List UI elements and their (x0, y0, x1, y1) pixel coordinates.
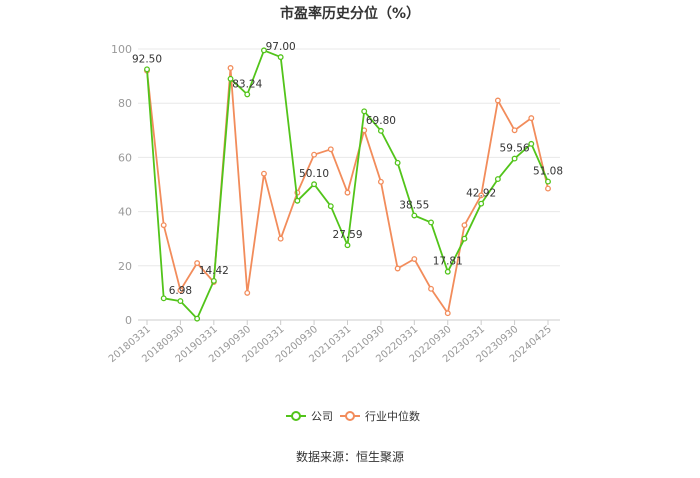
data-label: 51.08 (533, 166, 563, 178)
legend-marker (291, 411, 301, 421)
data-point (261, 170, 267, 177)
data-point (377, 178, 384, 185)
data-point (177, 298, 184, 305)
data-point (244, 289, 251, 296)
data-point (411, 256, 418, 262)
data-point (277, 54, 284, 61)
y-tick-label: 60 (118, 151, 132, 164)
legend-label[interactable]: 行业中位数 (365, 409, 420, 423)
data-label: 27.59 (332, 229, 362, 241)
data-point (478, 200, 485, 207)
data-label: 6.98 (169, 285, 192, 297)
data-point (194, 315, 201, 322)
data-point (144, 66, 150, 73)
data-point (344, 189, 351, 196)
data-label: 38.55 (399, 200, 429, 212)
chart-title: 市盈率历史分位（%） (280, 5, 420, 22)
data-point (210, 277, 217, 284)
series-line-0 (146, 49, 549, 320)
series (144, 47, 551, 322)
data-point (545, 178, 551, 185)
data-point (428, 219, 434, 226)
data-point (394, 159, 401, 166)
data-point (311, 181, 318, 188)
data-point (361, 108, 368, 115)
data-point (277, 235, 284, 242)
data-point (444, 268, 451, 275)
data-label: 42.92 (466, 188, 496, 200)
data-point (344, 242, 351, 249)
data-point (428, 285, 434, 292)
source-note: 数据来源：恒生聚源 (296, 449, 404, 464)
y-tick-label: 80 (118, 97, 132, 110)
data-point (227, 75, 234, 82)
data-point (411, 212, 418, 219)
data-point (160, 295, 167, 302)
y-tick-label: 40 (118, 206, 132, 219)
data-label: 50.10 (299, 168, 329, 180)
legend-marker (345, 411, 355, 421)
data-point (194, 260, 201, 267)
data-point (294, 197, 301, 204)
data-label: 69.80 (366, 115, 396, 127)
data-point (545, 185, 551, 192)
data-label: 92.50 (132, 53, 162, 65)
data-point (377, 127, 384, 134)
data-point (394, 265, 401, 272)
data-point (494, 97, 501, 104)
y-tick-label: 20 (118, 260, 132, 273)
data-point (511, 155, 518, 162)
data-point (528, 140, 535, 147)
data-labels: 92.50 6.98 14.42 83.24 97.00 50.10 27.59 69.80 3… (132, 41, 563, 297)
data-label: 97.00 (266, 41, 296, 53)
data-point (511, 127, 518, 134)
legend-label[interactable]: 公司 (311, 410, 333, 423)
data-point (461, 235, 468, 242)
data-point (327, 203, 334, 210)
x-axis: 2018033120180930201903312019093020200331… (107, 320, 554, 365)
data-label: 59.56 (500, 143, 530, 155)
data-point (528, 115, 535, 122)
legend[interactable]: 公司 行业中位数 (286, 409, 420, 423)
data-point (461, 222, 468, 229)
y-tick-label: 0 (125, 314, 132, 327)
data-point (444, 310, 451, 317)
data-label: 83.24 (232, 78, 262, 90)
data-label: 17.81 (433, 256, 463, 268)
data-point (160, 222, 167, 229)
data-point (494, 176, 501, 183)
data-point (311, 151, 318, 158)
data-point (261, 47, 267, 54)
data-point (327, 146, 334, 153)
data-point (478, 192, 485, 199)
data-point (244, 91, 251, 98)
data-point (177, 287, 184, 294)
data-point (227, 65, 234, 71)
grid (138, 48, 560, 321)
y-axis: 0 20 40 60 80 100 (111, 43, 132, 327)
data-label: 14.42 (199, 265, 229, 277)
y-tick-label: 100 (111, 43, 132, 56)
